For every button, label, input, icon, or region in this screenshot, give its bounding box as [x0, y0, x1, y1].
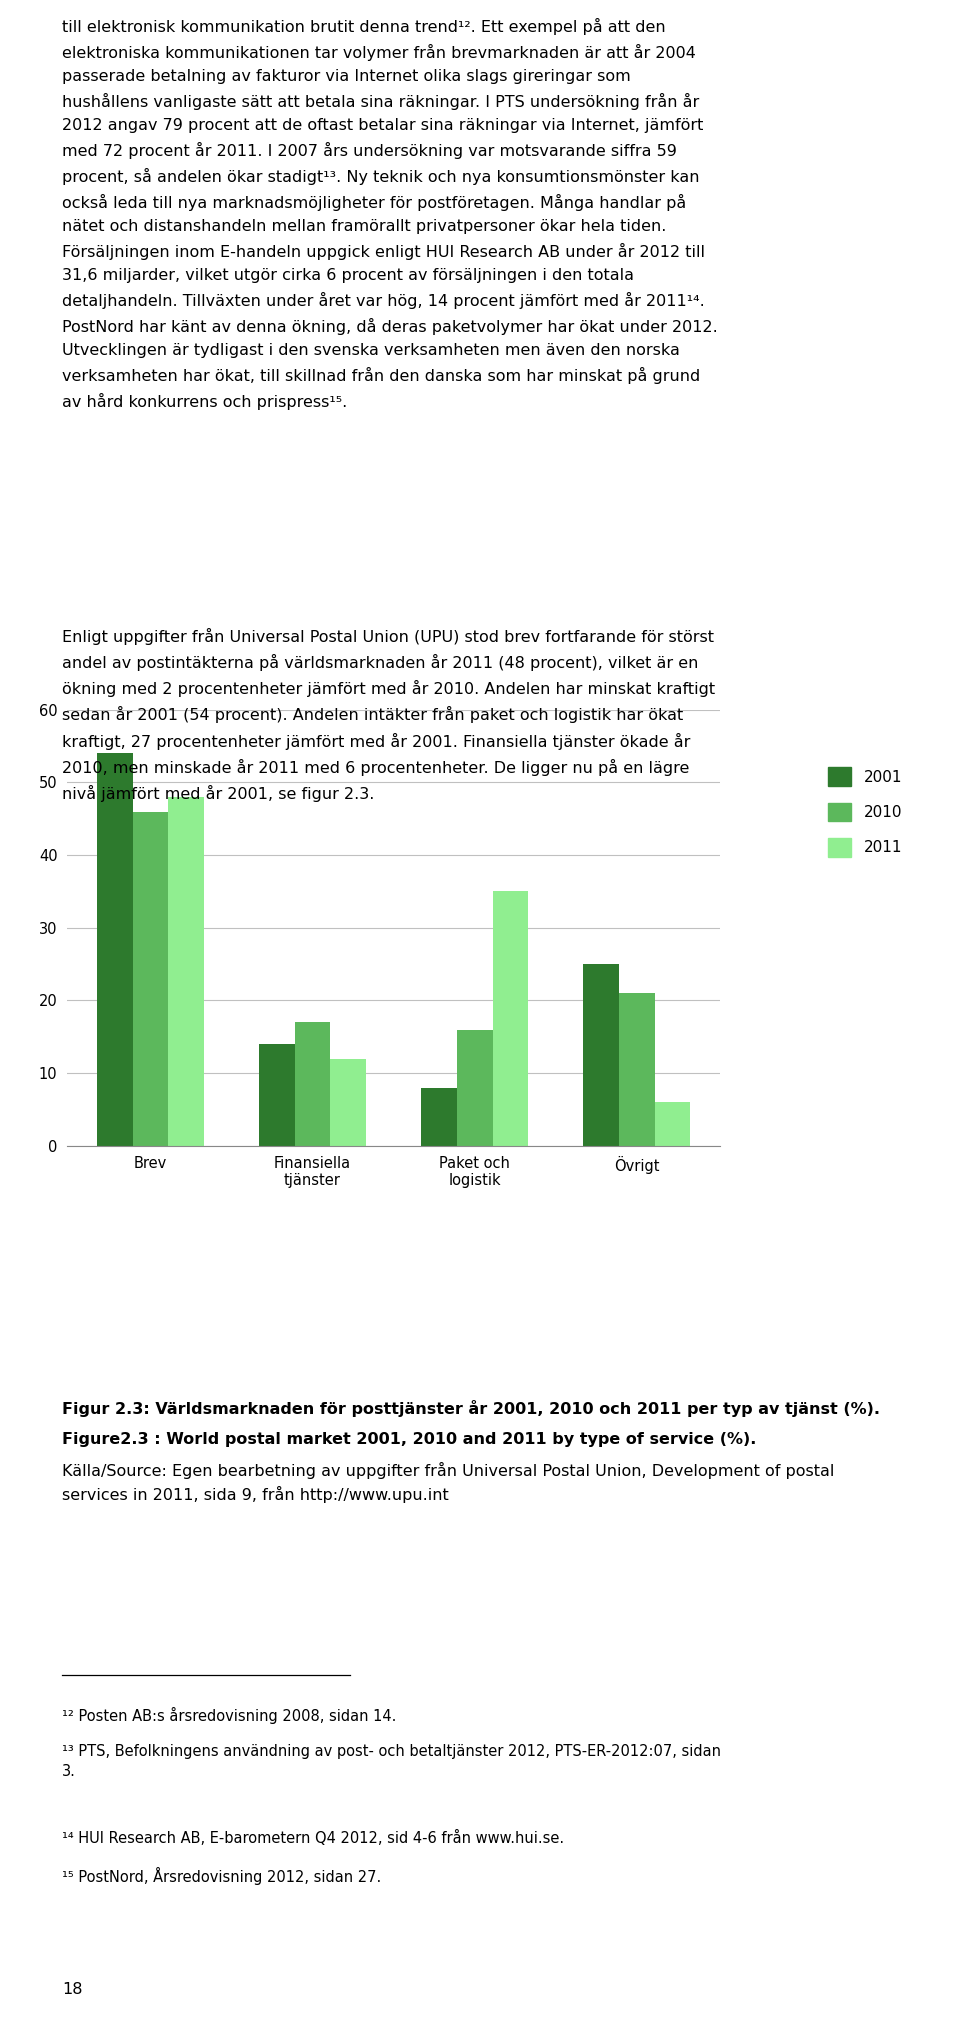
Text: Enligt uppgifter från Universal Postal Union (UPU) stod brev fortfarande för stö: Enligt uppgifter från Universal Postal U… [62, 629, 715, 801]
Text: ¹⁴ HUI Research AB, E-barometern Q4 2012, sid 4-6 från www.hui.se.: ¹⁴ HUI Research AB, E-barometern Q4 2012… [62, 1829, 564, 1845]
Bar [421, 1087, 457, 1146]
Text: ¹² Posten AB:s årsredovisning 2008, sidan 14.: ¹² Posten AB:s årsredovisning 2008, sida… [62, 1708, 396, 1724]
Bar [584, 963, 619, 1146]
Bar [295, 1022, 330, 1146]
Text: 18: 18 [62, 1981, 83, 1998]
Text: ¹⁵ PostNord, Årsredovisning 2012, sidan 27.: ¹⁵ PostNord, Årsredovisning 2012, sidan … [62, 1868, 381, 1884]
Bar [97, 752, 132, 1146]
Text: Figure2.3 : World postal market 2001, 2010 and 2011 by type of service (%).: Figure2.3 : World postal market 2001, 20… [62, 1432, 756, 1448]
Text: till elektronisk kommunikation brutit denna trend¹². Ett exempel på att den
elek: till elektronisk kommunikation brutit de… [62, 18, 718, 410]
Bar [492, 892, 528, 1146]
Bar [259, 1044, 295, 1146]
Bar [619, 994, 655, 1146]
Legend: 2001, 2010, 2011: 2001, 2010, 2011 [823, 760, 908, 862]
Text: ¹³ PTS, Befolkningens användning av post- och betaltjänster 2012, PTS-ER-2012:07: ¹³ PTS, Befolkningens användning av post… [62, 1744, 721, 1779]
Bar [457, 1030, 492, 1146]
Text: Källa/Source: Egen bearbetning av uppgifter från Universal Postal Union, Develop: Källa/Source: Egen bearbetning av uppgif… [62, 1462, 834, 1503]
Bar [330, 1059, 366, 1146]
Bar [168, 797, 204, 1146]
Bar [655, 1103, 690, 1146]
Text: Figur 2.3: Världsmarknaden för posttjänster år 2001, 2010 och 2011 per typ av tj: Figur 2.3: Världsmarknaden för posttjäns… [62, 1399, 880, 1418]
Bar [132, 811, 168, 1146]
